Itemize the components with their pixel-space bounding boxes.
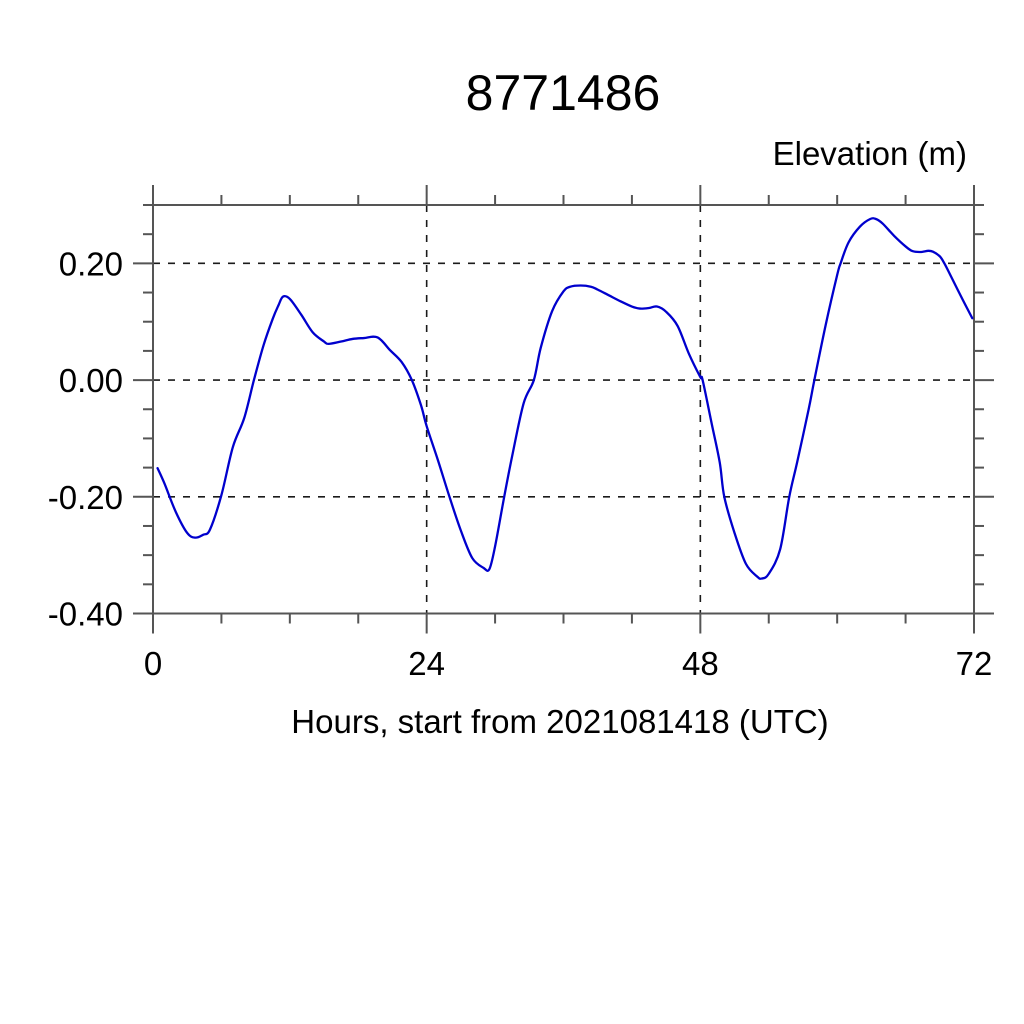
x-tick-label: 24	[408, 645, 445, 682]
y-tick-label: 0.20	[59, 245, 123, 282]
x-tick-label: 0	[144, 645, 162, 682]
axis-ticks	[133, 185, 994, 634]
plot-frame	[152, 204, 975, 615]
x-tick-label: 48	[682, 645, 719, 682]
x-tick-label: 72	[956, 645, 993, 682]
y-tick-label: 0.00	[59, 362, 123, 399]
y-tick-label: -0.40	[48, 596, 123, 633]
grid-lines	[152, 205, 975, 615]
chart-title: 8771486	[466, 65, 661, 121]
elevation-line	[156, 217, 974, 580]
tick-labels: 0 24 48 72 0.20 0.00 -0.20 -0.40	[48, 245, 993, 682]
y-tick-label: -0.20	[48, 479, 123, 516]
y-axis-title: Elevation (m)	[773, 135, 967, 172]
x-axis-title: Hours, start from 2021081418 (UTC)	[291, 703, 828, 740]
